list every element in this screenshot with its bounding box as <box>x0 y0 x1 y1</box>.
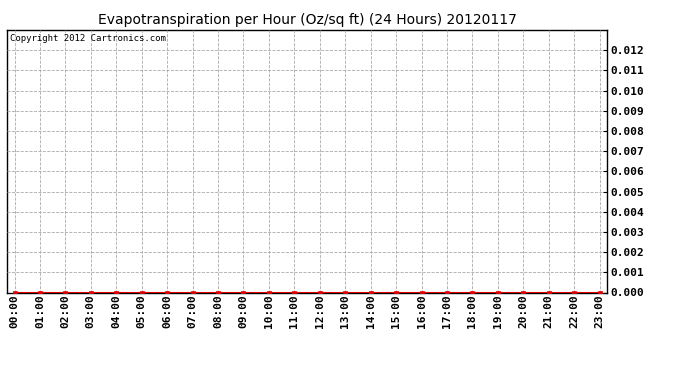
Title: Evapotranspiration per Hour (Oz/sq ft) (24 Hours) 20120117: Evapotranspiration per Hour (Oz/sq ft) (… <box>97 13 517 27</box>
Text: Copyright 2012 Cartronics.com: Copyright 2012 Cartronics.com <box>10 34 166 43</box>
